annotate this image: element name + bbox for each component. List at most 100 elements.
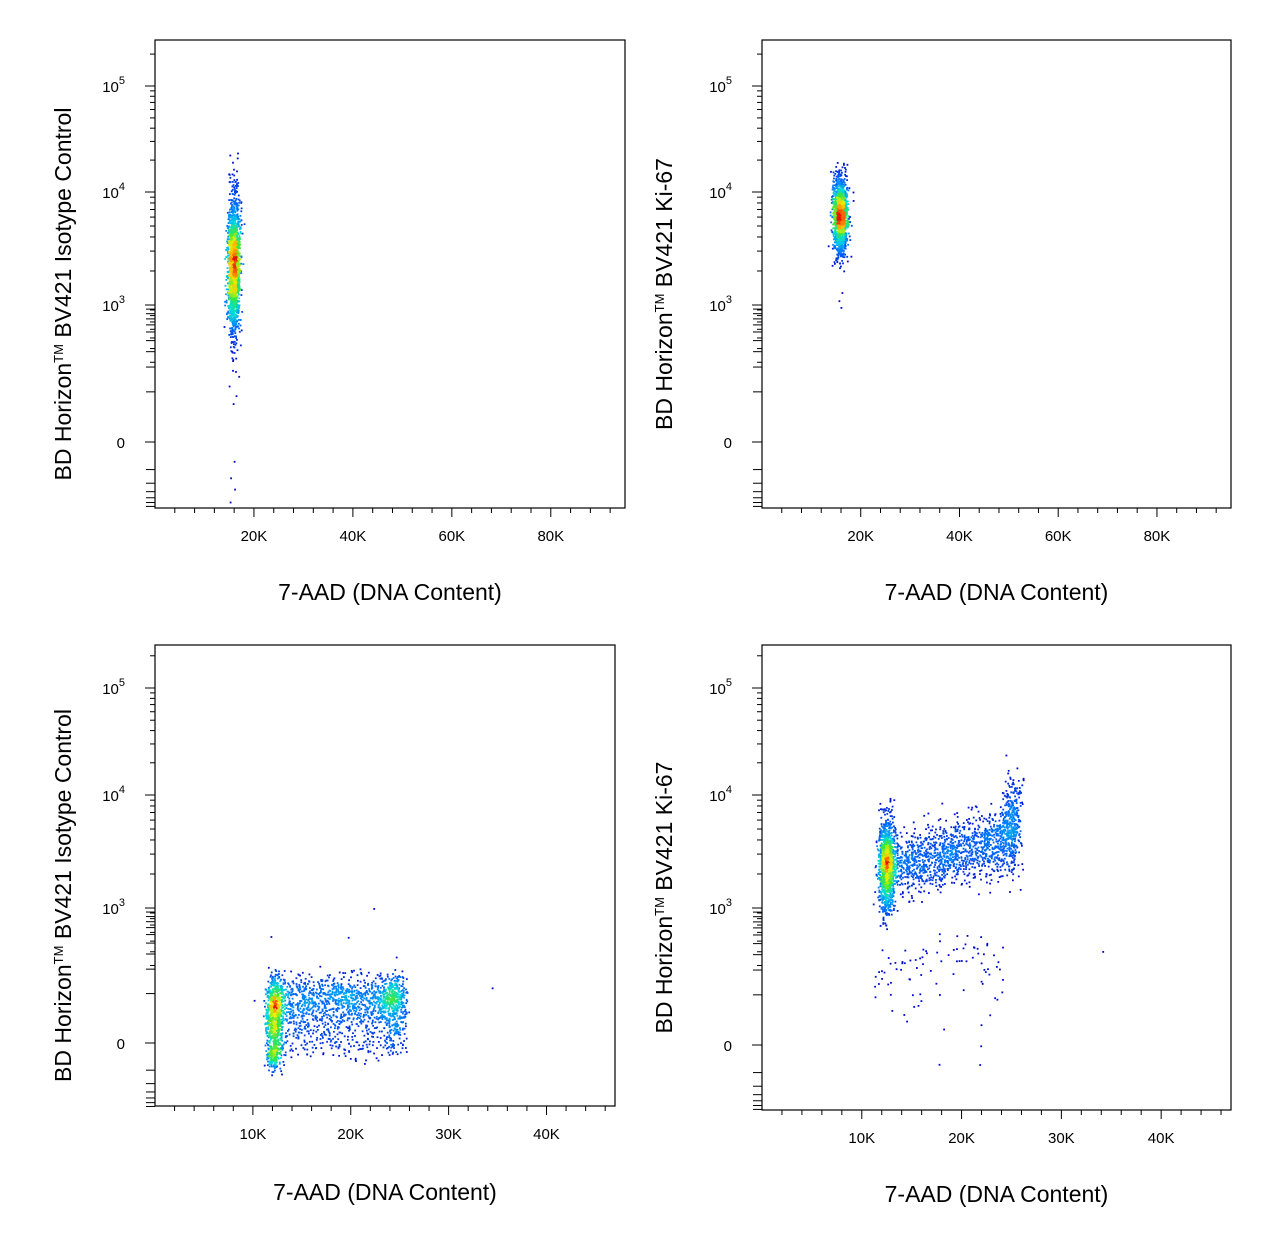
event-dot [270, 1045, 273, 1048]
event-dot [844, 194, 847, 197]
event-dot [334, 1035, 337, 1038]
event-dot [837, 173, 840, 176]
event-dot [237, 198, 240, 201]
event-dot [843, 181, 845, 184]
event-dot [235, 322, 238, 325]
event-dot [271, 1027, 274, 1030]
event-dot [268, 1030, 271, 1033]
event-dot [399, 998, 401, 1001]
event-dot [832, 227, 835, 230]
event-dot [852, 200, 855, 202]
event-dot [233, 200, 236, 203]
event-dot [326, 1016, 328, 1019]
event-dot [237, 233, 240, 236]
event-dot [268, 1023, 271, 1026]
x-axis-title: 7-AAD (DNA Content) [273, 1179, 497, 1205]
event-dot [267, 1047, 270, 1050]
event-dot [331, 1044, 334, 1047]
event-dot [276, 974, 279, 977]
event-dot [835, 200, 837, 203]
y-tick-base: 10 [102, 298, 119, 315]
event-dot [238, 275, 240, 277]
event-dot [397, 1003, 400, 1006]
event-dot [238, 243, 241, 246]
event-dot [232, 360, 234, 362]
event-dot [270, 1023, 272, 1025]
event-dot [234, 201, 237, 204]
event-dot [832, 188, 834, 191]
event-dot [234, 219, 236, 222]
y-tick-exponent: 5 [119, 75, 125, 87]
event-dot [839, 183, 842, 186]
event-dot [224, 285, 227, 287]
event-dot [278, 1001, 280, 1003]
event-dot [266, 1023, 269, 1025]
event-dot [839, 239, 842, 242]
event-dot [365, 1059, 367, 1062]
event-dot [271, 1017, 274, 1019]
event-dot [233, 330, 235, 333]
event-dot [834, 234, 837, 236]
event-dot [262, 1015, 265, 1018]
event-dot [285, 1032, 287, 1035]
y-tick-label: 104 [709, 181, 732, 202]
event-dot [273, 1007, 276, 1010]
event-dot [837, 216, 840, 218]
event-dot [360, 1001, 362, 1003]
event-dot [274, 1032, 276, 1035]
event-dot [234, 215, 236, 218]
event-dot [228, 315, 230, 318]
event-dot [307, 994, 310, 997]
event-dot [238, 304, 241, 307]
event-dot [233, 168, 235, 171]
event-dot [375, 1057, 378, 1060]
event-dot [231, 321, 234, 324]
event-dot [228, 286, 231, 289]
event-dot [850, 224, 853, 227]
event-dot [232, 369, 234, 372]
event-dot [835, 210, 837, 213]
event-dot [375, 1017, 378, 1020]
event-dot [836, 186, 839, 189]
event-dot [233, 299, 236, 302]
event-dot [231, 238, 233, 240]
event-dot [238, 330, 241, 333]
y-tick-base: 10 [709, 298, 726, 315]
event-dot [839, 254, 842, 256]
event-dot [230, 312, 232, 315]
event-dot [839, 195, 842, 198]
event-dot [334, 999, 337, 1001]
event-dot [270, 998, 273, 1000]
event-dot [226, 242, 229, 244]
event-dot [273, 1027, 275, 1030]
event-dot [271, 994, 274, 997]
y-tick-base: 0 [117, 1036, 125, 1053]
event-dot [401, 976, 404, 978]
event-dot [837, 205, 840, 208]
event-dot [270, 983, 273, 986]
event-dot [834, 241, 837, 244]
event-dot [237, 319, 240, 321]
event-dot [239, 344, 242, 347]
event-dot [270, 1038, 272, 1041]
x-tick-label: 80K [1144, 528, 1171, 545]
event-dot [238, 252, 241, 255]
event-dot [225, 299, 228, 302]
event-dot [236, 277, 238, 280]
event-dot [237, 217, 239, 220]
event-dot [357, 979, 359, 982]
event-dot [237, 182, 240, 184]
event-dot [233, 271, 236, 274]
event-dot [230, 302, 233, 305]
event-dot [239, 227, 242, 230]
event-dot [319, 1038, 322, 1040]
event-dot [837, 193, 840, 196]
event-dot [271, 1074, 273, 1077]
event-dot [283, 978, 286, 981]
event-dot [304, 996, 307, 998]
event-dot [271, 1012, 273, 1015]
event-dot [844, 193, 847, 196]
event-dot [237, 265, 240, 268]
event-dot [236, 291, 239, 294]
event-dot [842, 249, 845, 252]
